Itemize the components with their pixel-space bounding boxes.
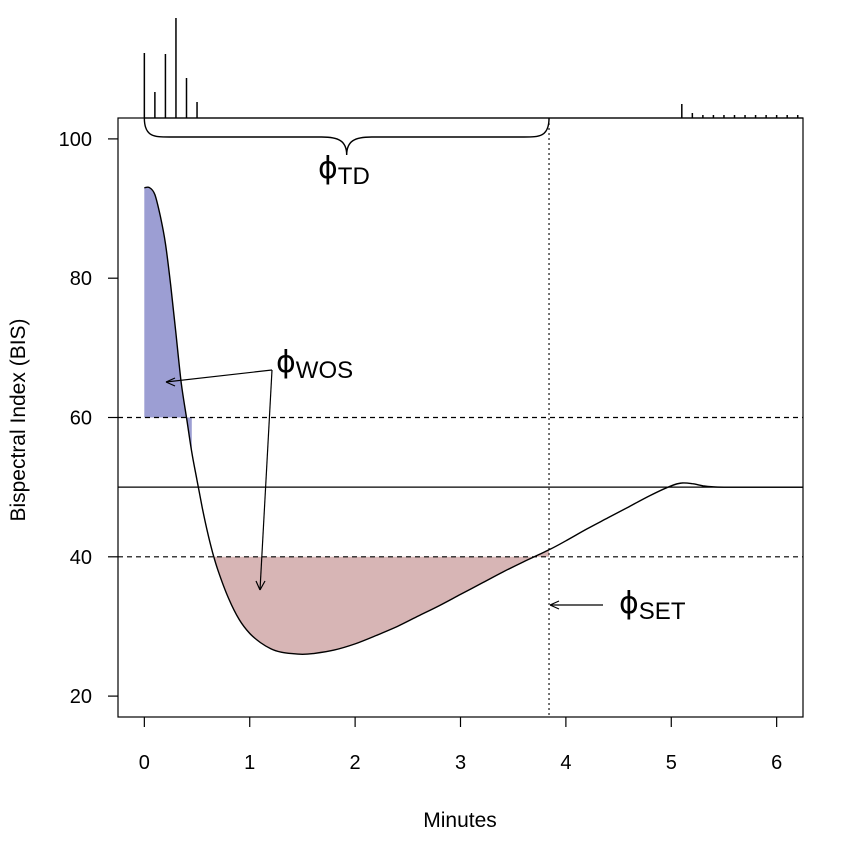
y-tick-label: 100 [59, 129, 92, 151]
shaded-region-2 [212, 549, 550, 655]
rug-marks [143, 18, 803, 119]
set-sub: SET [639, 598, 686, 625]
wos-phi: ϕ [276, 345, 296, 380]
x-axis: 0 1 2 3 4 5 6 [139, 717, 782, 774]
shaded-regions [144, 187, 550, 655]
set-label: ϕSET [619, 586, 686, 625]
wos-arrows [165, 369, 273, 591]
td-phi: ϕ [318, 151, 338, 186]
x-tick-label: 6 [771, 752, 782, 774]
x-axis-title: Minutes [423, 809, 497, 832]
y-tick-label: 40 [70, 547, 92, 569]
td-brace [143, 117, 550, 156]
wos-label: ϕWOS [276, 345, 353, 384]
bis-curve [144, 186, 803, 656]
x-tick-label: 0 [139, 752, 150, 774]
y-tick-label: 20 [70, 686, 92, 708]
reference-lines [118, 118, 803, 717]
y-axis-title: Bispectral Index (BIS) [7, 318, 30, 521]
td-label: ϕTD [318, 151, 370, 190]
y-axis: 20 40 60 80 100 [59, 129, 118, 708]
wos-sub: WOS [296, 357, 353, 384]
shaded-region-1 [144, 187, 192, 453]
set-arrow [549, 600, 603, 610]
set-phi: ϕ [619, 586, 639, 621]
x-tick-label: 4 [560, 752, 571, 774]
y-tick-label: 80 [70, 268, 92, 290]
x-tick-label: 2 [350, 752, 361, 774]
x-tick-label: 1 [244, 752, 255, 774]
y-tick-label: 60 [70, 408, 92, 430]
x-tick-label: 3 [455, 752, 466, 774]
td-sub: TD [338, 163, 370, 190]
x-tick-label: 5 [666, 752, 677, 774]
